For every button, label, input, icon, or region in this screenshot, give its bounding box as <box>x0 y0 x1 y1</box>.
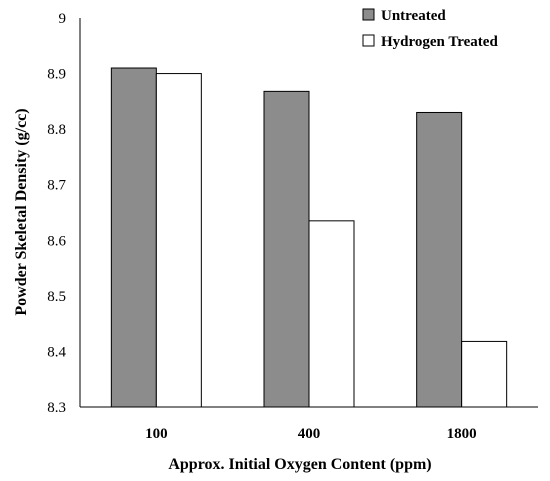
bar-hydrogen-treated-100 <box>155 73 202 408</box>
y-tick-label: 8.6 <box>47 233 66 249</box>
bar-untreated-400 <box>263 90 310 408</box>
bar-hydrogen-treated-400 <box>308 220 355 408</box>
y-tick-label: 8.9 <box>47 67 66 83</box>
y-tick-label: 8.8 <box>47 122 66 138</box>
legend-item-hydrogen-treated: Hydrogen Treated <box>362 34 498 50</box>
x-tick-label: 400 <box>298 426 321 442</box>
bars-layer <box>110 67 508 408</box>
legend-swatch-hydrogen-treated <box>362 34 375 47</box>
y-tick-label: 8.7 <box>47 178 66 194</box>
x-tick-labels: 100 400 1800 <box>145 426 477 442</box>
y-axis-title: Powder Skeletal Density (g/cc) <box>13 108 30 315</box>
axes-layer <box>79 18 538 408</box>
y-tick-label: 8.4 <box>47 344 66 360</box>
y-tick-label: 8.3 <box>47 400 66 416</box>
legend-item-untreated: Untreated <box>362 8 446 24</box>
legend-label-untreated: Untreated <box>381 8 446 24</box>
bar-hydrogen-treated-1800 <box>461 340 508 408</box>
legend-swatch-untreated <box>362 8 375 21</box>
legend: Untreated Hydrogen Treated <box>362 8 498 50</box>
y-tick-labels: 8.3 8.4 8.5 8.6 8.7 8.8 8.9 9 <box>47 11 66 416</box>
y-tick-label: 8.5 <box>47 289 66 305</box>
bar-untreated-1800 <box>416 111 463 408</box>
x-tick-label: 100 <box>145 426 168 442</box>
y-tick-label: 9 <box>59 11 67 27</box>
legend-label-hydrogen-treated: Hydrogen Treated <box>381 34 498 50</box>
x-axis-title: Approx. Initial Oxygen Content (ppm) <box>168 456 431 473</box>
bar-untreated-100 <box>110 67 157 408</box>
x-tick-label: 1800 <box>447 426 477 442</box>
